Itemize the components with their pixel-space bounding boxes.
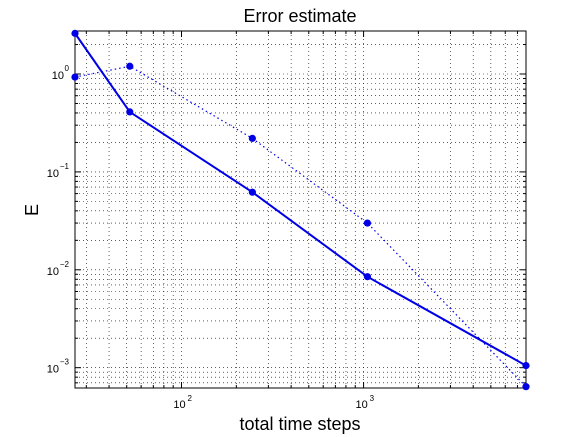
series-line-solid — [74, 32, 527, 367]
y-tick-exponent: 0 — [65, 64, 70, 73]
data-point — [522, 362, 530, 370]
data-point — [126, 62, 134, 70]
y-tick-label: 10 — [47, 266, 59, 278]
data-point — [248, 134, 256, 142]
grid-lines — [75, 31, 526, 388]
data-point — [522, 383, 530, 391]
x-tick-label: 10 — [173, 399, 185, 411]
chart-title: Error estimate — [243, 6, 356, 26]
y-tick-exponent: −2 — [60, 260, 70, 269]
y-tick-label: 10 — [47, 364, 59, 376]
data-point — [71, 73, 79, 81]
data-point — [363, 219, 372, 227]
y-tick-label: 10 — [52, 70, 64, 82]
data-point — [248, 188, 256, 196]
series-dotted — [71, 62, 530, 391]
series-solid — [71, 29, 530, 370]
y-tick-exponent: −3 — [60, 358, 70, 367]
y-tick-exponent: −1 — [60, 162, 70, 171]
y-axis-label: E — [22, 204, 42, 216]
series-layer — [71, 29, 530, 391]
x-tick-label: 10 — [355, 399, 367, 411]
x-axis-label: total time steps — [239, 414, 360, 434]
plot-frame — [74, 30, 527, 389]
data-point — [71, 29, 79, 37]
x-tick-exponent: 2 — [188, 394, 193, 403]
data-point — [126, 108, 134, 116]
y-tick-label: 10 — [47, 168, 59, 180]
x-tick-exponent: 3 — [370, 394, 375, 403]
data-point — [363, 273, 372, 281]
